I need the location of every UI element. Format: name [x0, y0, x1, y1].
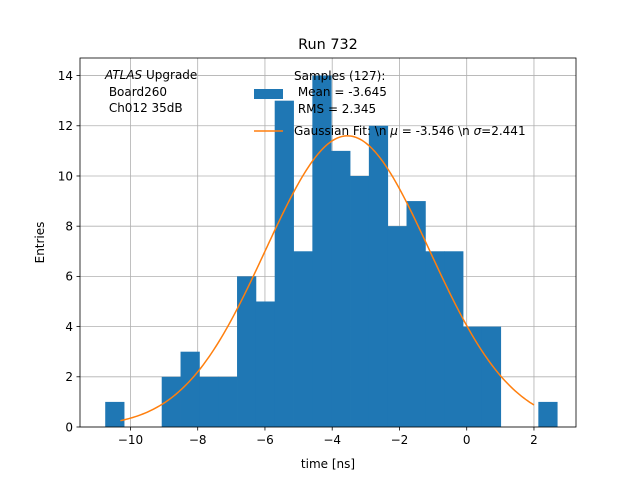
legend-hist-line-2: Mean = -3.645	[294, 85, 387, 99]
y-tick-label: 0	[65, 420, 73, 434]
legend: Samples (127): Mean = -3.645 RMS = 2.345…	[254, 69, 526, 138]
histogram-bar	[274, 100, 294, 428]
histogram-bar	[180, 351, 200, 427]
x-tick-label: −8	[189, 433, 207, 447]
histogram-bar	[406, 201, 426, 427]
axis-ticks: −10 −8 −6 −4 −2 0 2 0 2 4 6 8 10 12 14	[58, 69, 538, 447]
histogram-bar	[331, 150, 351, 427]
legend-fit-mu-symbol: μ	[389, 124, 398, 138]
atlas-annotation: ATLAS Upgrade Board260 Ch012 35dB	[104, 68, 197, 115]
axes-frame	[79, 57, 577, 428]
y-tick-label: 14	[58, 69, 73, 83]
x-tick-label: 2	[530, 433, 538, 447]
histogram-bar	[368, 125, 389, 427]
annotation-upgrade: Upgrade	[142, 68, 197, 82]
y-tick-label: 6	[65, 270, 73, 284]
y-tick-label: 10	[58, 169, 73, 183]
histogram-bar	[481, 326, 502, 427]
gaussian-fit	[120, 135, 535, 422]
y-axis-label: Entries	[33, 222, 47, 264]
histogram-bar	[255, 301, 276, 427]
legend-histogram-swatch	[254, 89, 283, 99]
histogram-bar	[105, 401, 125, 427]
x-tick-label: −2	[391, 433, 409, 447]
histogram-bar	[312, 75, 332, 428]
histogram-bar	[463, 326, 483, 427]
histogram-bar	[350, 175, 370, 427]
x-tick-label: −10	[118, 433, 143, 447]
legend-fit-label: Gaussian Fit: \n μ = -3.546 \n σ=2.441	[294, 124, 526, 138]
legend-fit-sigma-symbol: σ	[474, 124, 482, 138]
legend-fit-sigma-value: =2.441	[481, 124, 525, 138]
x-axis-label: time [ns]	[301, 457, 355, 471]
histogram-bar	[237, 276, 257, 427]
annotation-atlas: ATLAS	[104, 68, 143, 82]
x-tick-label: −6	[256, 433, 274, 447]
annotation-line-1: ATLAS Upgrade	[104, 68, 197, 82]
fit-curve	[120, 135, 535, 422]
x-tick-label: −4	[323, 433, 341, 447]
y-tick-label: 12	[58, 119, 73, 133]
x-tick-label: 0	[463, 433, 471, 447]
histogram-bar	[199, 376, 219, 427]
legend-hist-line-1: Samples (127):	[294, 69, 385, 83]
y-tick-label: 8	[65, 219, 73, 233]
legend-fit-mu-value: = -3.546 \n	[398, 124, 474, 138]
chart-title: Run 732	[298, 37, 358, 53]
histogram-bar	[293, 251, 313, 427]
histogram-bar	[218, 376, 238, 427]
histogram-bars	[105, 75, 558, 428]
legend-fit-prefix: Gaussian Fit: \n	[294, 124, 390, 138]
histogram-bar	[425, 251, 445, 427]
annotation-line-3: Ch012 35dB	[105, 101, 183, 115]
histogram-bar	[444, 251, 464, 427]
y-tick-label: 2	[65, 370, 73, 384]
annotation-line-2: Board260	[105, 85, 167, 99]
legend-hist-line-3: RMS = 2.345	[294, 102, 376, 116]
y-tick-label: 4	[65, 320, 73, 334]
histogram-bar	[538, 401, 558, 427]
histogram-bar	[387, 226, 407, 427]
histogram-bar	[161, 376, 181, 427]
